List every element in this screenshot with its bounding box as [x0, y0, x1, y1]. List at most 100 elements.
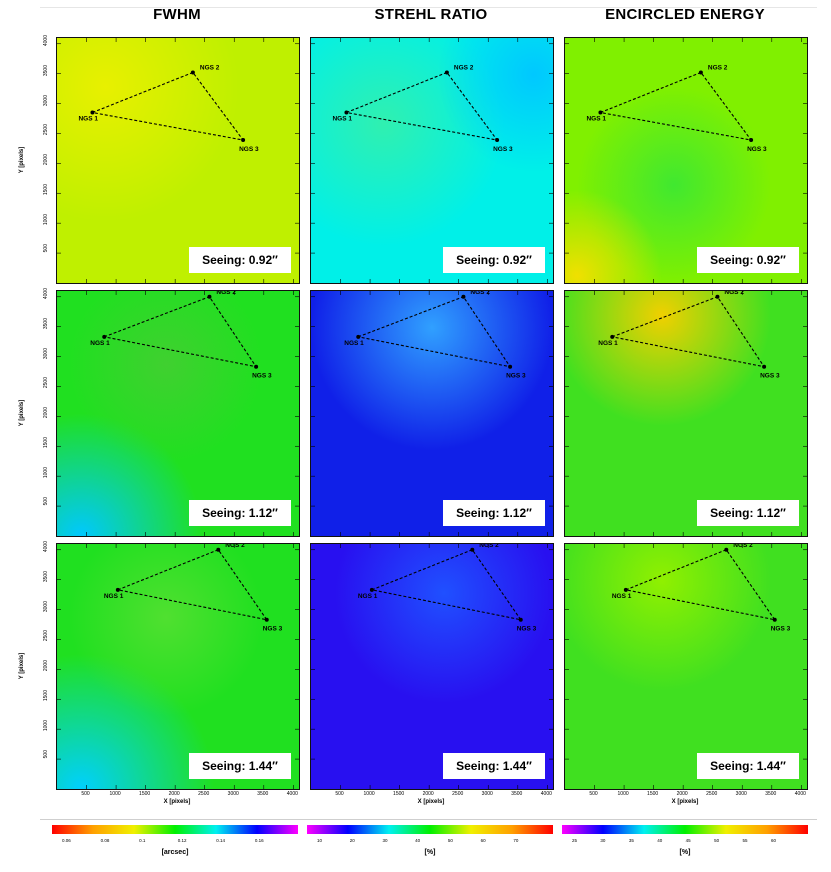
y-axis-label: Y [pixels] [19, 652, 25, 679]
ngs-label: NGS 2 [479, 544, 499, 549]
colorbar-tick-label: 0.16 [254, 838, 264, 843]
x-tick-label: 4000 [286, 791, 298, 797]
y-tick-label: 1500 [43, 690, 49, 702]
ngs-marker [216, 547, 221, 552]
ngs-marker [344, 110, 349, 115]
x-tick-label: 4000 [540, 791, 552, 797]
y-tick-label: 2000 [43, 154, 49, 166]
heatmap-svg: NGS 1 NGS 2 NGS 3 [565, 38, 807, 283]
ngs-label: NGS 1 [78, 116, 98, 123]
heatmap-panel: NGS 1 NGS 2 NGS 3 Seeing: 1.44″ [564, 543, 808, 790]
x-tick-label: 2000 [168, 791, 180, 797]
y-tick-label: 4000 [43, 540, 49, 552]
y-tick-label: 3500 [43, 317, 49, 329]
ngs-marker [749, 138, 754, 143]
ngs-label: NGS 2 [708, 64, 728, 71]
heatmap-panel: NGS 1 NGS 2 NGS 3 Seeing: 0.92″ [56, 37, 300, 284]
colorbar-tick-label: 0.06 [62, 838, 71, 843]
ngs-marker [610, 334, 615, 339]
x-tick-label: 1500 [647, 791, 659, 797]
colorbar-tick-label: 35 [628, 838, 634, 843]
ngs-label: NGS 3 [239, 146, 259, 153]
ngs-marker [495, 138, 500, 143]
x-tick-label: 3500 [765, 791, 777, 797]
heatmap-panel: NGS 1 NGS 2 NGS 3 Seeing: 1.44″ [56, 543, 300, 790]
ngs-marker [356, 334, 361, 339]
y-tick-label: 4000 [43, 34, 49, 46]
ngs-marker [461, 294, 466, 299]
y-tick-label: 2500 [43, 124, 49, 136]
y-tick-label: 500 [43, 750, 49, 759]
heatmap-panel: NGS 1 NGS 2 NGS 3 Seeing: 0.92″ [310, 37, 554, 284]
colorbar-tick-label: 10 [317, 838, 323, 843]
x-tick-label: 3500 [257, 791, 269, 797]
x-axis-label: X [pixels] [417, 799, 445, 805]
seeing-label: Seeing: 1.12″ [443, 500, 545, 526]
ngs-marker [762, 364, 767, 369]
ngs-triangle [102, 296, 258, 368]
x-tick-label: 2500 [706, 791, 718, 797]
ngs-triangle [369, 549, 522, 621]
colorbar-tick-label: 0.08 [100, 838, 110, 843]
x-tick-label: 3000 [735, 791, 747, 797]
ngs-label: NGS 1 [332, 116, 352, 123]
colorbar-tick-label: 40 [415, 838, 421, 843]
ngs-marker [698, 70, 703, 75]
ngs-marker [102, 334, 107, 339]
ngs-label: NGS 1 [358, 593, 378, 600]
ngs-marker [254, 364, 259, 369]
ngs-marker [90, 110, 95, 115]
colorbar [307, 825, 553, 834]
x-tick-label: 1500 [139, 791, 151, 797]
colorbar [52, 825, 298, 834]
ngs-triangle [344, 71, 499, 141]
ngs-triangle [623, 549, 776, 621]
x-tick-label: 3500 [511, 791, 523, 797]
colorbar-tick-label: 50 [447, 838, 453, 843]
heatmap-blob [565, 544, 807, 789]
heatmap-svg: NGS 1 NGS 2 NGS 3 [565, 291, 807, 536]
heatmap-svg: NGS 1 NGS 2 NGS 3 [57, 291, 299, 536]
ngs-label: NGS 2 [724, 291, 744, 296]
ngs-label: NGS 3 [760, 373, 780, 380]
colorbar-tick-label: 50 [714, 838, 720, 843]
y-tick-label: 3000 [43, 347, 49, 359]
ngs-label: NGS 2 [454, 64, 474, 71]
ngs-label: NGS 3 [252, 373, 272, 380]
x-tick-label: 500 [589, 791, 598, 797]
ngs-triangle [115, 549, 268, 621]
ngs-marker [772, 617, 777, 622]
y-tick-label: 1000 [43, 720, 49, 732]
x-tick-label: 1000 [363, 791, 375, 797]
ngs-marker [715, 294, 720, 299]
seeing-label: Seeing: 1.12″ [697, 500, 799, 526]
ngs-label: NGS 1 [586, 116, 606, 123]
seeing-label: Seeing: 1.44″ [189, 753, 291, 779]
y-axis-label: Y [pixels] [19, 146, 25, 173]
ngs-triangle [610, 296, 766, 368]
ngs-marker [115, 587, 120, 592]
x-tick-label: 500 [81, 791, 90, 797]
x-tick-label: 2000 [422, 791, 434, 797]
y-tick-label: 1500 [43, 437, 49, 449]
y-tick-label: 1000 [43, 467, 49, 479]
colorbar-tick-label: 45 [685, 838, 691, 843]
y-tick-label: 2000 [43, 660, 49, 672]
ngs-label: NGS 1 [598, 340, 618, 347]
y-tick-label: 3000 [43, 600, 49, 612]
top-rule [40, 7, 817, 8]
heatmap-svg: NGS 1 NGS 2 NGS 3 [565, 544, 807, 789]
seeing-label: Seeing: 1.44″ [697, 753, 799, 779]
colorbar-tick-label: 20 [349, 838, 355, 843]
ngs-marker [508, 364, 513, 369]
x-tick-label: 3000 [481, 791, 493, 797]
heatmap-blob [565, 291, 807, 536]
colorbar-tick-label: 0.1 [139, 838, 146, 843]
ngs-marker [190, 70, 195, 75]
ngs-label: NGS 3 [747, 146, 767, 153]
ngs-label: NGS 2 [216, 291, 236, 296]
heatmap-blob [311, 544, 553, 789]
heatmap-panel: NGS 1 NGS 2 NGS 3 Seeing: 1.12″ [56, 290, 300, 537]
ngs-label: NGS 3 [506, 373, 526, 380]
colorbar-tick-label: 30 [600, 838, 606, 843]
